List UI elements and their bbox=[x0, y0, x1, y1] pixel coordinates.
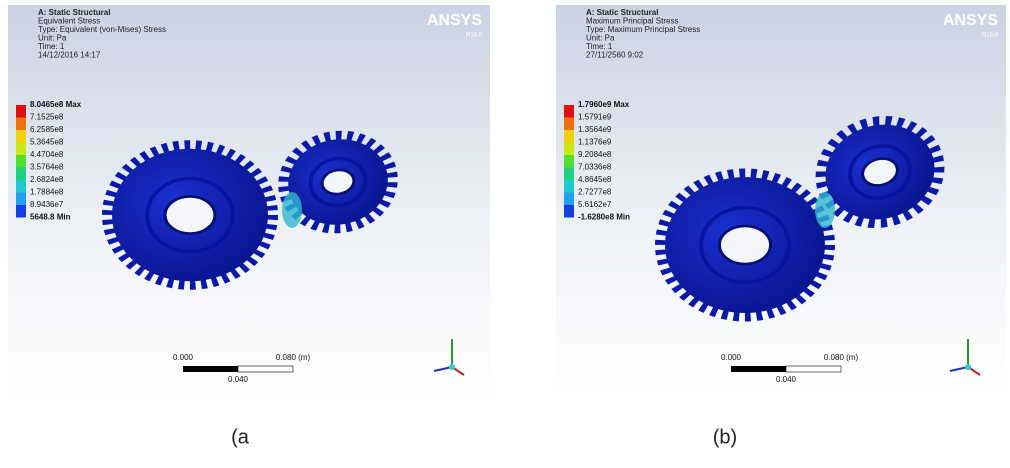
legend-label: 7.1525e8 bbox=[30, 113, 64, 122]
legend-swatch bbox=[16, 143, 26, 156]
legend-label: 1.5791e9 bbox=[578, 113, 612, 122]
legend-label: 9.2084e8 bbox=[578, 150, 612, 159]
legend-label: 4.4704e8 bbox=[30, 150, 64, 159]
legend-swatch bbox=[564, 143, 574, 156]
scale-bar-dark bbox=[731, 366, 786, 372]
legend-label: 5.3645e8 bbox=[30, 138, 64, 147]
legend-swatch bbox=[16, 193, 26, 206]
legend-label: 6.2585e8 bbox=[30, 125, 64, 134]
legend-swatch bbox=[564, 130, 574, 143]
stress-contact bbox=[815, 192, 835, 228]
logo-sub: R16.0 bbox=[982, 33, 999, 39]
legend-swatch bbox=[16, 155, 26, 168]
legend-swatch bbox=[16, 180, 26, 193]
logo: ANSYS bbox=[943, 12, 998, 29]
caption: (b) bbox=[713, 426, 737, 448]
legend-label: -1.6280e8 Min bbox=[578, 213, 630, 222]
stress-contact bbox=[282, 192, 302, 228]
legend-label: 1.7960e9 Max bbox=[578, 100, 630, 109]
scale-right: 0.080 (m) bbox=[824, 353, 859, 362]
legend-label: 3.5764e8 bbox=[30, 163, 64, 172]
logo-sub: R16.0 bbox=[466, 33, 483, 39]
legend-swatch bbox=[564, 193, 574, 206]
legend-swatch bbox=[564, 205, 574, 218]
header-line: 14/12/2016 14:17 bbox=[38, 51, 101, 60]
logo: ANSYS bbox=[427, 12, 482, 29]
legend-label: 8.9436e7 bbox=[30, 200, 64, 209]
legend-swatch bbox=[564, 180, 574, 193]
legend-label: 8.0465e8 Max bbox=[30, 100, 82, 109]
legend-swatch bbox=[564, 105, 574, 118]
legend-swatch bbox=[16, 205, 26, 218]
caption: (a bbox=[231, 426, 250, 448]
scale-right: 0.080 (m) bbox=[276, 353, 311, 362]
legend-label: 5648.8 Min bbox=[30, 213, 71, 222]
header-line: 27/11/2560 9:02 bbox=[586, 51, 644, 60]
scale-bar-dark bbox=[183, 366, 238, 372]
legend-swatch bbox=[16, 118, 26, 131]
legend-swatch bbox=[16, 168, 26, 181]
scale-middle: 0.040 bbox=[776, 375, 797, 384]
legend-swatch bbox=[16, 130, 26, 143]
legend-label: 1.7884e8 bbox=[30, 188, 64, 197]
axis-origin bbox=[449, 364, 455, 370]
legend-label: 2.7277e8 bbox=[578, 188, 612, 197]
legend-swatch bbox=[16, 105, 26, 118]
legend-swatch bbox=[564, 155, 574, 168]
scale-middle: 0.040 bbox=[228, 375, 249, 384]
legend-label: 1.3564e9 bbox=[578, 125, 612, 134]
legend-label: 2.6824e8 bbox=[30, 175, 64, 184]
gear-bore bbox=[165, 196, 215, 233]
legend-swatch bbox=[564, 118, 574, 131]
gear-bore bbox=[719, 226, 770, 264]
axis-origin bbox=[965, 364, 971, 370]
legend-label: 5.6162e7 bbox=[578, 200, 612, 209]
legend-label: 4.8645e8 bbox=[578, 175, 612, 184]
legend-label: 1.1376e9 bbox=[578, 138, 612, 147]
legend-label: 7.0336e8 bbox=[578, 163, 612, 172]
scale-left: 0.000 bbox=[173, 353, 194, 362]
scale-left: 0.000 bbox=[721, 353, 742, 362]
scale-bar-light bbox=[786, 366, 841, 372]
figure: ANSYSR16.0A: Static StructuralEquivalent… bbox=[0, 0, 1010, 468]
legend-swatch bbox=[564, 168, 574, 181]
scale-bar-light bbox=[238, 366, 293, 372]
